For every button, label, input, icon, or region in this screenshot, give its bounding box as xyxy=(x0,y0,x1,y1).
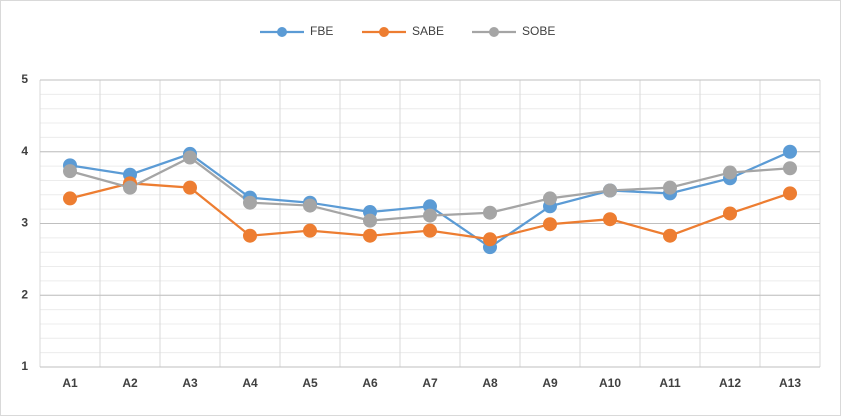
y-tick-label: 2 xyxy=(21,287,28,301)
point xyxy=(663,180,677,195)
x-tick-label: A4 xyxy=(242,376,258,390)
point xyxy=(363,213,377,228)
legend-label: SOBE xyxy=(522,24,555,38)
point xyxy=(243,195,257,210)
point xyxy=(543,191,557,206)
point xyxy=(423,223,437,238)
x-tick-label: A9 xyxy=(542,376,558,390)
point xyxy=(303,198,317,213)
x-tick-label: A5 xyxy=(302,376,318,390)
legend-label: SABE xyxy=(412,24,444,38)
point xyxy=(783,144,797,159)
x-tick-label: A6 xyxy=(362,376,378,390)
legend-marker xyxy=(379,27,389,37)
point xyxy=(543,217,557,232)
point xyxy=(63,191,77,206)
point xyxy=(423,208,437,223)
point xyxy=(783,186,797,201)
point xyxy=(63,164,77,179)
point xyxy=(123,180,137,195)
point xyxy=(303,223,317,238)
y-tick-label: 3 xyxy=(21,216,28,230)
y-tick-label: 1 xyxy=(21,359,28,373)
point xyxy=(483,205,497,220)
x-tick-label: A3 xyxy=(182,376,198,390)
point xyxy=(663,228,677,243)
x-tick-label: A8 xyxy=(482,376,498,390)
x-tick-label: A13 xyxy=(779,376,801,390)
point xyxy=(603,212,617,227)
x-tick-label: A7 xyxy=(422,376,438,390)
y-tick-label: 5 xyxy=(21,72,28,86)
point xyxy=(363,228,377,243)
point xyxy=(783,161,797,176)
legend-label: FBE xyxy=(310,24,333,38)
x-tick-label: A1 xyxy=(62,376,78,390)
point xyxy=(183,180,197,195)
legend-marker xyxy=(277,27,287,37)
y-tick-label: 4 xyxy=(21,144,28,158)
legend-marker xyxy=(489,27,499,37)
x-tick-label: A11 xyxy=(659,376,681,390)
point xyxy=(603,183,617,198)
x-tick-label: A12 xyxy=(719,376,741,390)
point xyxy=(723,206,737,221)
point xyxy=(723,165,737,180)
point xyxy=(243,228,257,243)
point xyxy=(483,232,497,247)
point xyxy=(183,150,197,165)
x-tick-label: A2 xyxy=(122,376,138,390)
x-tick-label: A10 xyxy=(599,376,621,390)
